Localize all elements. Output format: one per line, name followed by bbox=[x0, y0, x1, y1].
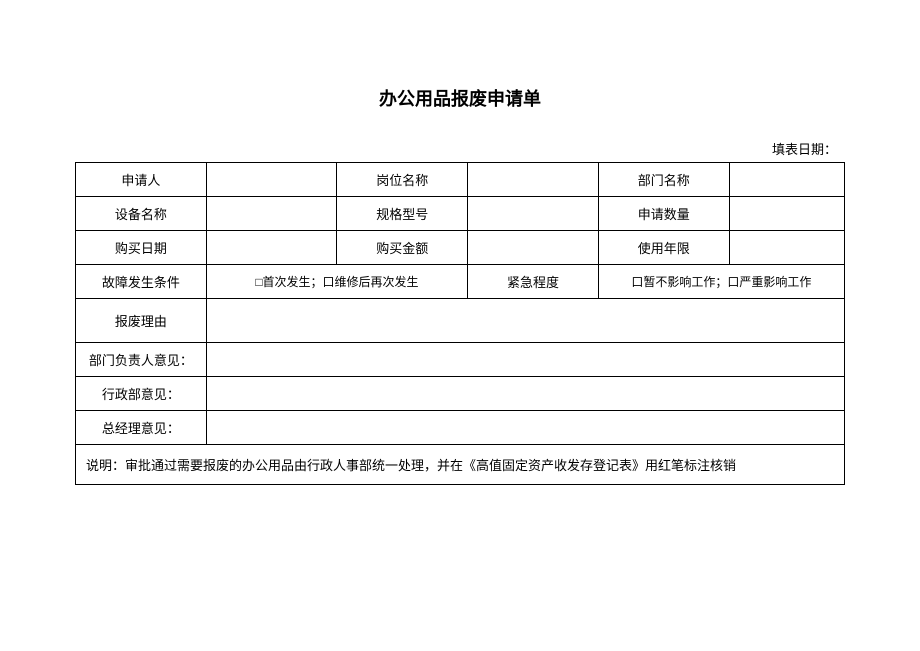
label-dept-name: 部门名称 bbox=[598, 163, 729, 197]
input-scrap-reason[interactable] bbox=[206, 299, 844, 343]
urgency-options[interactable]: 口暂不影响工作；口严重影响工作 bbox=[598, 265, 844, 299]
fault-options[interactable]: □首次发生；口维修后再次发生 bbox=[206, 265, 467, 299]
label-spec-model: 规格型号 bbox=[337, 197, 468, 231]
input-purchase-date[interactable] bbox=[206, 231, 337, 265]
input-dept-head-opinion[interactable] bbox=[206, 343, 844, 377]
input-purchase-amount[interactable] bbox=[468, 231, 599, 265]
label-fault-condition: 故障发生条件 bbox=[76, 265, 207, 299]
scrap-form-table: 申请人 岗位名称 部门名称 设备名称 规格型号 申请数量 购买日期 购买金额 使… bbox=[75, 162, 845, 485]
label-purchase-amount: 购买金额 bbox=[337, 231, 468, 265]
label-applicant: 申请人 bbox=[76, 163, 207, 197]
input-spec-model[interactable] bbox=[468, 197, 599, 231]
input-gm-opinion[interactable] bbox=[206, 411, 844, 445]
label-apply-qty: 申请数量 bbox=[598, 197, 729, 231]
label-job-title: 岗位名称 bbox=[337, 163, 468, 197]
label-dept-head-opinion: 部门负责人意见： bbox=[76, 343, 207, 377]
fill-date-label: 填表日期： bbox=[75, 139, 845, 158]
label-device-name: 设备名称 bbox=[76, 197, 207, 231]
form-title: 办公用品报废申请单 bbox=[75, 85, 845, 111]
label-urgency: 紧急程度 bbox=[468, 265, 599, 299]
label-purchase-date: 购买日期 bbox=[76, 231, 207, 265]
label-use-years: 使用年限 bbox=[598, 231, 729, 265]
input-dept-name[interactable] bbox=[729, 163, 844, 197]
input-applicant[interactable] bbox=[206, 163, 337, 197]
input-device-name[interactable] bbox=[206, 197, 337, 231]
input-use-years[interactable] bbox=[729, 231, 844, 265]
input-admin-opinion[interactable] bbox=[206, 377, 844, 411]
label-gm-opinion: 总经理意见： bbox=[76, 411, 207, 445]
input-job-title[interactable] bbox=[468, 163, 599, 197]
label-admin-opinion: 行政部意见： bbox=[76, 377, 207, 411]
input-apply-qty[interactable] bbox=[729, 197, 844, 231]
label-scrap-reason: 报废理由 bbox=[76, 299, 207, 343]
form-note: 说明：审批通过需要报废的办公用品由行政人事部统一处理，并在《高值固定资产收发存登… bbox=[76, 445, 845, 485]
